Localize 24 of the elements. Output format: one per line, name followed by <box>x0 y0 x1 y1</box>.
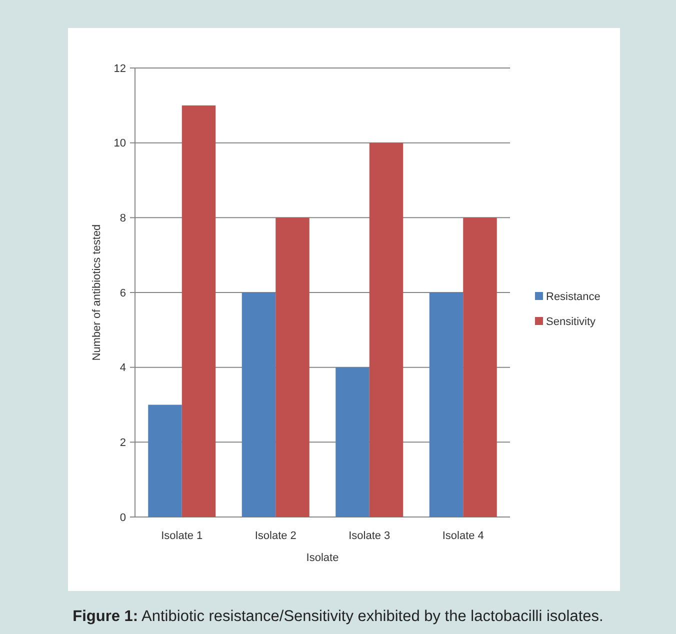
x-tick-label: Isolate 3 <box>348 530 390 542</box>
x-tick-label: Isolate 4 <box>442 530 484 542</box>
bar <box>429 292 464 517</box>
y-tick-label: 4 <box>120 362 126 374</box>
y-axis-title: Number of antibiotics tested <box>91 224 103 361</box>
y-tick-label: 0 <box>120 512 126 524</box>
caption: Figure 1: Antibiotic resistance/Sensitivity exhibited by the lactobacilli isolates. <box>72 608 604 625</box>
y-tick-label: 6 <box>120 287 126 300</box>
bar <box>148 404 182 517</box>
y-tick-label: 8 <box>120 212 126 225</box>
bar <box>463 218 497 517</box>
legend-label: Sensitivity <box>546 316 596 328</box>
y-tick-label: 10 <box>114 138 126 150</box>
bar <box>276 218 310 517</box>
y-tick-label: 2 <box>120 437 126 450</box>
legend-label: Resistance <box>546 290 600 303</box>
y-tick-label: 12 <box>114 62 126 75</box>
bar <box>336 367 370 517</box>
x-axis-title: Isolate <box>306 552 339 564</box>
x-tick-label: Isolate 1 <box>161 530 203 542</box>
bar <box>369 142 404 517</box>
bar <box>242 292 276 517</box>
x-tick-label: Isolate 2 <box>254 530 296 542</box>
bar <box>182 105 216 517</box>
